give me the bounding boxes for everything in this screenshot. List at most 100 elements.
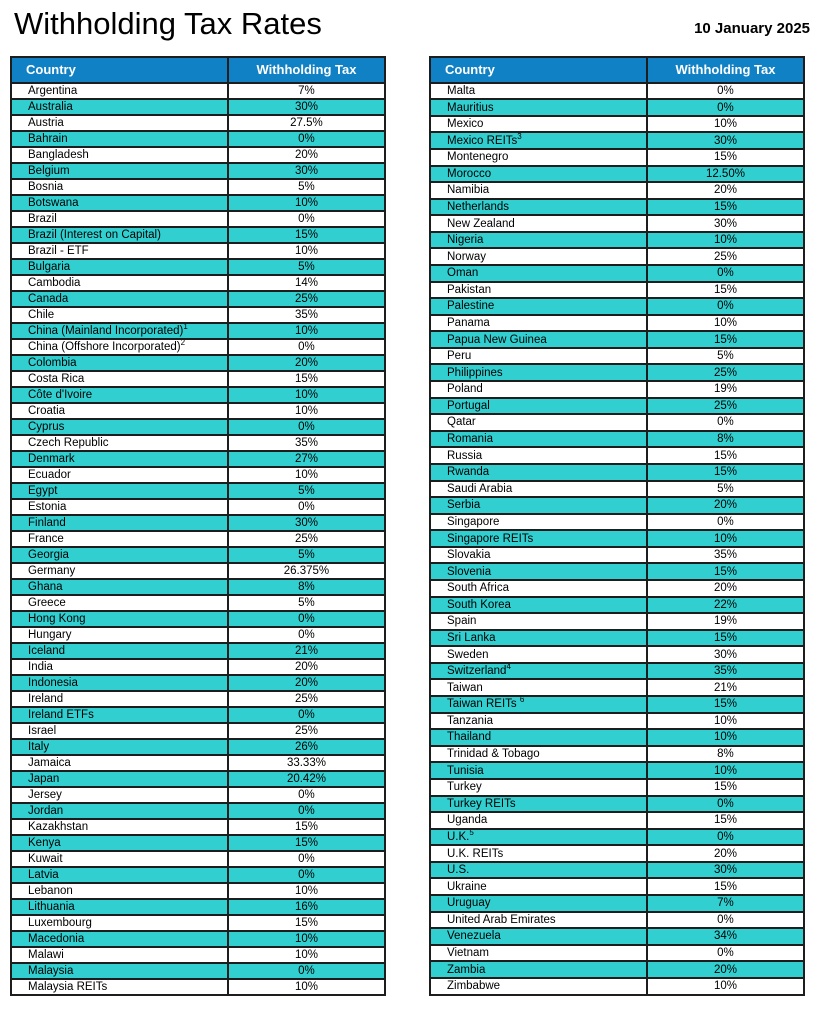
table-row: Latvia 0% — [10, 865, 387, 884]
rate-cell: 15% — [226, 833, 387, 852]
country-cell: Ireland — [10, 689, 229, 708]
country-cell: Brazil — [10, 209, 229, 228]
country-cell: France — [10, 529, 229, 548]
rate-cell: 0% — [645, 827, 806, 847]
country-cell: Thailand — [429, 728, 648, 747]
country-cell: Japan — [10, 769, 229, 788]
table-row: Indonesia 20% — [10, 673, 387, 692]
rate-cell: 0% — [226, 625, 387, 644]
report-date: 10 January 2025 — [694, 20, 810, 37]
rate-cell: 0% — [645, 264, 806, 283]
rate-cell: 20% — [226, 673, 387, 692]
rate-cell: 7% — [226, 81, 387, 100]
rate-cell: 10% — [226, 385, 387, 404]
country-cell: Pakistan — [429, 280, 648, 300]
rate-cell: 10% — [226, 945, 387, 964]
country-cell: Finland — [10, 513, 229, 532]
rate-cell: 20% — [645, 181, 806, 200]
rate-cell: 15% — [645, 628, 806, 648]
country-cell: Poland — [429, 380, 648, 399]
table-row: Morocco 12.50% — [429, 164, 806, 184]
country-cell: Greece — [10, 593, 229, 612]
country-cell: Venezuela — [429, 927, 648, 946]
rate-cell: 0% — [226, 865, 387, 884]
table-row: Denmark 27% — [10, 449, 387, 468]
rate-cell: 0% — [226, 705, 387, 724]
rate-cell: 26% — [226, 737, 387, 756]
rate-cell: 8% — [226, 577, 387, 596]
rate-cell: 14% — [226, 273, 387, 292]
rate-cell: 21% — [226, 641, 387, 660]
country-cell: Ukraine — [429, 877, 648, 896]
rate-cell: 0% — [226, 849, 387, 868]
rate-cell: 15% — [645, 147, 806, 167]
rate-cell: 35% — [645, 545, 806, 565]
table-row: Germany 26.375% — [10, 561, 387, 580]
rate-cell: 12.50% — [645, 164, 806, 184]
rate-cell: 20% — [645, 579, 806, 598]
table-row: India 20% — [10, 657, 387, 676]
country-cell: Lithuania — [10, 897, 229, 916]
country-cell: Belgium — [10, 161, 229, 180]
rate-cell: 0% — [645, 413, 806, 432]
country-cell: Mauritius — [429, 98, 648, 117]
country-cell: Indonesia — [10, 673, 229, 692]
country-cell: Papua New Guinea — [429, 330, 648, 349]
country-cell: Iceland — [10, 641, 229, 660]
rate-cell: 0% — [645, 512, 806, 532]
table-row: Bahrain 0% — [10, 129, 387, 148]
rate-cell: 15% — [645, 280, 806, 300]
table-row: Switzerland4 35% — [429, 661, 806, 681]
table-row: France 25% — [10, 529, 387, 548]
table-row: Botswana 10% — [10, 193, 387, 212]
rate-cell: 0% — [645, 297, 806, 316]
country-cell: South Africa — [429, 579, 648, 598]
rate-cell: 25% — [226, 689, 387, 708]
table-header: Country Withholding Tax — [10, 55, 387, 84]
table-row: Ukraine 15% — [429, 877, 806, 896]
country-cell: U.K.5 — [429, 827, 648, 847]
rate-cell: 15% — [645, 695, 806, 714]
table-row: Brazil - ETF 10% — [10, 241, 387, 260]
table-row: Malta 0% — [429, 81, 806, 101]
table-row: Montenegro 15% — [429, 147, 806, 167]
table-row: Austria 27.5% — [10, 113, 387, 132]
table-row: Sweden 30% — [429, 645, 806, 664]
table-row: Costa Rica 15% — [10, 369, 387, 388]
country-cell: Bosnia — [10, 177, 229, 196]
table-row: Ghana 8% — [10, 577, 387, 596]
rate-cell: 30% — [645, 131, 806, 150]
table-row: Kuwait 0% — [10, 849, 387, 868]
rate-cell: 16% — [226, 897, 387, 916]
country-cell: Colombia — [10, 353, 229, 372]
country-cell: Ireland ETFs — [10, 705, 229, 724]
footnote-superscript: 1 — [183, 322, 188, 331]
tables-container: Country Withholding Tax Argentina 7% Austr… — [10, 55, 812, 996]
table-row: Israel 25% — [10, 721, 387, 740]
country-cell: Costa Rica — [10, 369, 229, 388]
table-row: South Korea 22% — [429, 595, 806, 615]
table-row: Netherlands 15% — [429, 197, 806, 217]
rate-cell: 0% — [226, 785, 387, 804]
table-row: Russia 15% — [429, 446, 806, 465]
rate-cell: 10% — [226, 977, 387, 996]
rate-cell: 8% — [645, 744, 806, 764]
rate-cell: 34% — [645, 927, 806, 946]
country-cell: Trinidad & Tobago — [429, 744, 648, 764]
table-row: Tunisia 10% — [429, 761, 806, 780]
rate-cell: 19% — [645, 612, 806, 631]
rate-cell: 22% — [645, 595, 806, 615]
table-row: Zambia 20% — [429, 960, 806, 979]
rate-cell: 19% — [645, 380, 806, 399]
country-cell: Uruguay — [429, 893, 648, 913]
table-header: Country Withholding Tax — [429, 55, 806, 84]
country-cell: Netherlands — [429, 197, 648, 217]
table-row: Slovenia 15% — [429, 562, 806, 581]
footnote-superscript: 5 — [469, 828, 474, 838]
country-cell: Brazil (Interest on Capital) — [10, 225, 229, 244]
table-row: Rwanda 15% — [429, 462, 806, 482]
rate-cell: 33.33% — [226, 753, 387, 772]
country-cell: U.K. REITs — [429, 844, 648, 863]
table-row: Chile 35% — [10, 305, 387, 324]
rate-cell: 0% — [645, 910, 806, 930]
